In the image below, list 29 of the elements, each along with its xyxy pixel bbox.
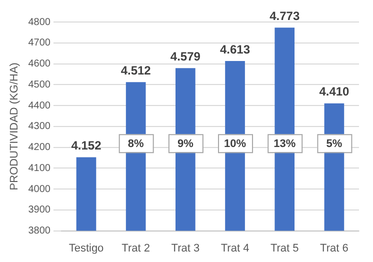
x-tick-label: Trat 4 <box>220 242 250 254</box>
x-tick-label: Trat 3 <box>171 242 200 254</box>
y-tick-label: 4100 <box>28 162 51 174</box>
y-tick-label: 4400 <box>28 100 51 112</box>
annotation: 5% <box>326 138 342 150</box>
y-tick-label: 4300 <box>28 121 51 132</box>
data-label: 4.512 <box>120 63 152 78</box>
annotation: 13% <box>274 138 296 150</box>
y-tick-label: 3900 <box>28 204 51 216</box>
x-tick-label: Testigo <box>68 242 104 254</box>
annotation: 10% <box>224 138 246 150</box>
data-label: 4.773 <box>270 8 300 23</box>
x-tick-label: Trat 5 <box>270 242 299 254</box>
data-label: 4.410 <box>319 84 350 99</box>
annotation: 8% <box>128 138 144 150</box>
x-tick-label: Trat 2 <box>122 242 150 254</box>
x-tick-label: Trat 6 <box>320 242 348 254</box>
y-axis-title: PRODUTIVIDAD (KG/HA) <box>8 62 21 190</box>
data-label: 4.579 <box>170 49 201 64</box>
y-tick-label: 4000 <box>28 184 51 195</box>
y-tick-label: 4500 <box>28 79 51 90</box>
y-tick-label: 4600 <box>28 58 51 70</box>
y-tick-label: 4700 <box>28 38 51 49</box>
y-tick-label: 4200 <box>28 142 51 154</box>
annotation: 9% <box>177 138 194 150</box>
y-tick-label: 4800 <box>28 16 51 28</box>
data-label: 4.613 <box>220 42 250 56</box>
data-label: 4.152 <box>71 138 102 153</box>
y-tick-label: 3800 <box>28 226 51 237</box>
